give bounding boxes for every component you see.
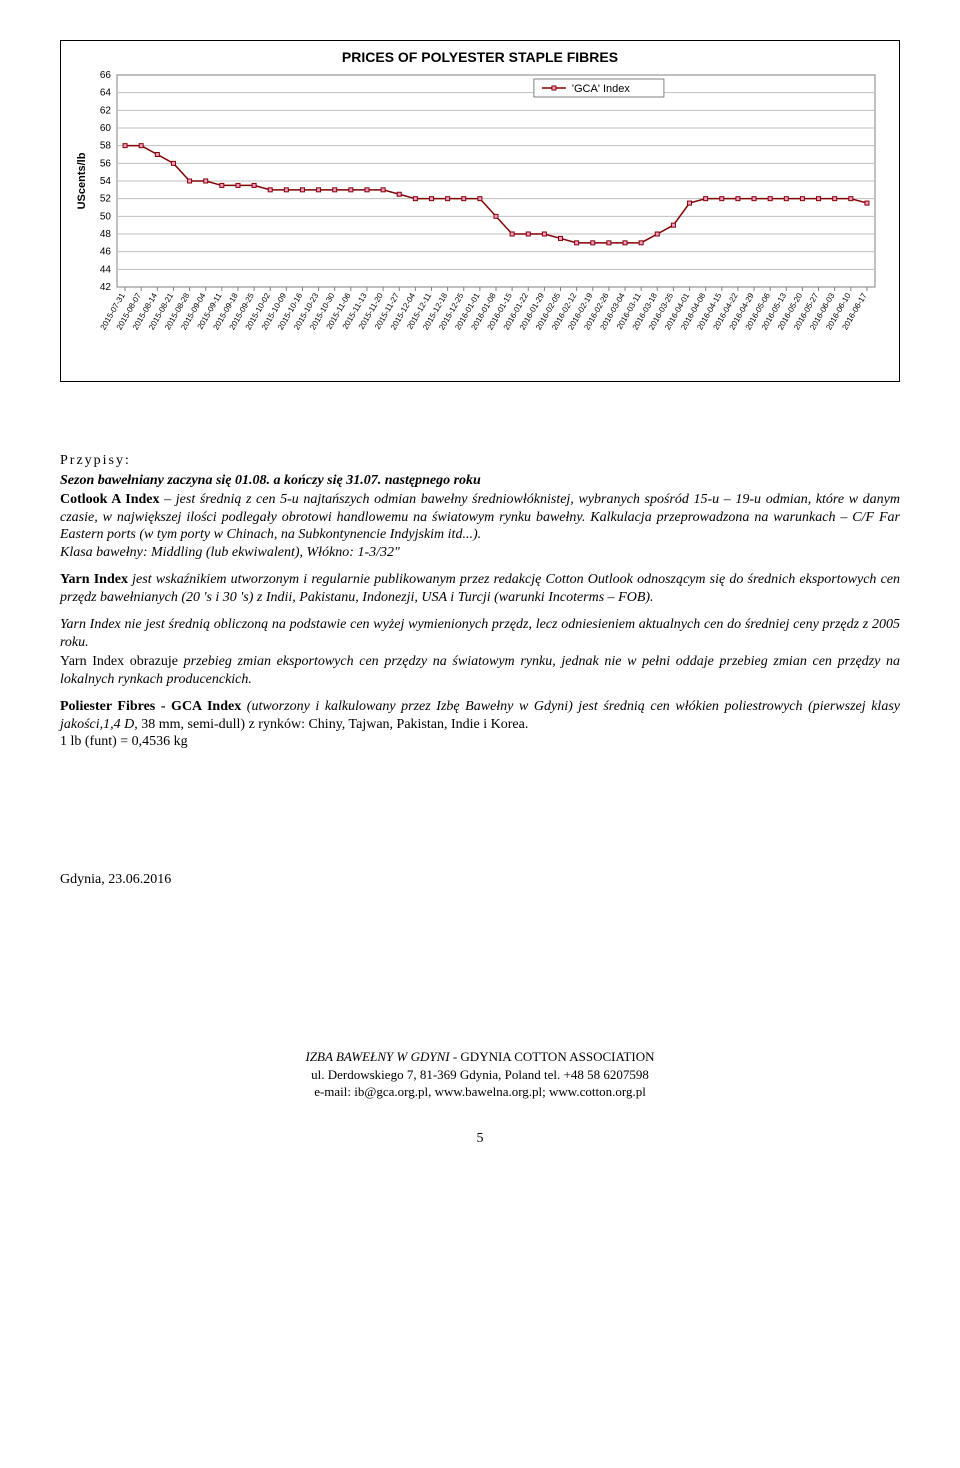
poli-lead: Poliester Fibres - GCA Index — [60, 699, 247, 714]
svg-text:UScents/lb: UScents/lb — [76, 152, 88, 209]
svg-text:54: 54 — [100, 176, 112, 187]
yarn-p3: Yarn Index obrazuje przebieg zmian ekspo… — [60, 653, 900, 688]
footer-l1a: IZBA BAWEŁNY W GDYNI - — [306, 1049, 461, 1064]
footer-line2: ul. Derdowskiego 7, 81-369 Gdynia, Polan… — [311, 1067, 649, 1082]
svg-text:42: 42 — [100, 282, 112, 293]
yarn-lead3: Yarn Index obrazuje — [60, 654, 184, 669]
chart-title: PRICES OF POLYESTER STAPLE FIBRES — [69, 49, 891, 65]
cotlook-text: Cotlook A Index – jest średnią z cen 5-u… — [60, 492, 900, 542]
svg-text:50: 50 — [100, 211, 112, 222]
klasa-line: Klasa bawełny: Middling (lub ekwiwalent)… — [60, 545, 400, 560]
sezon-line: Sezon bawełniany zaczyna się 01.08. a ko… — [60, 472, 900, 490]
footer-line3: e-mail: ib@gca.org.pl, www.bawelna.org.p… — [314, 1084, 646, 1099]
chart-svg: 42 44 46 48 50 52 54 56 58 60 62 64 66 UScents/lb 'GCA… — [69, 69, 879, 379]
yarn-rest-1: jest wskaźnikiem utworzonym i regularnie… — [60, 572, 900, 605]
chart-plot-area: 42 44 46 48 50 52 54 56 58 60 62 64 66 UScents/lb 'GCA… — [69, 69, 891, 379]
svg-text:46: 46 — [100, 247, 112, 258]
footer: IZBA BAWEŁNY W GDYNI - GDYNIA COTTON ASS… — [60, 1048, 900, 1101]
svg-text:66: 66 — [100, 70, 112, 81]
svg-text:64: 64 — [100, 88, 112, 99]
yarn-p1: Yarn Index jest wskaźnikiem utworzonym i… — [60, 571, 900, 606]
footer-l1b: GDYNIA COTTON ASSOCIATION — [460, 1049, 654, 1064]
svg-text:44: 44 — [100, 264, 112, 275]
notes-section: Przypisy: Sezon bawełniany zaczyna się 0… — [60, 452, 900, 751]
yarn-lead: Yarn Index — [60, 572, 128, 587]
chart-container: PRICES OF POLYESTER STAPLE FIBRES 42 44 46… — [60, 40, 900, 382]
svg-text:56: 56 — [100, 158, 112, 169]
yarn-rest3: przebieg zmian eksportowych cen przędzy … — [60, 654, 900, 687]
poliester-paragraph: Poliester Fibres - GCA Index (utworzony … — [60, 698, 900, 751]
lb-line: 1 lb (funt) = 0,4536 kg — [60, 734, 188, 749]
svg-text:60: 60 — [100, 123, 112, 134]
svg-text:52: 52 — [100, 194, 112, 205]
svg-text:62: 62 — [100, 105, 112, 116]
gdynia-date: Gdynia, 23.06.2016 — [60, 871, 900, 889]
yarn-p2: Yarn Index nie jest średnią obliczoną na… — [60, 616, 900, 651]
przypisy-heading: Przypisy: — [60, 452, 900, 470]
footer-line1: IZBA BAWEŁNY W GDYNI - GDYNIA COTTON ASS… — [306, 1049, 655, 1064]
page-number: 5 — [60, 1131, 900, 1147]
poli-plain: , 38 mm, semi-dull) z rynków: Chiny, Taj… — [134, 717, 528, 732]
cotlook-paragraph: Cotlook A Index – jest średnią z cen 5-u… — [60, 491, 900, 561]
svg-text:58: 58 — [100, 141, 112, 152]
svg-text:48: 48 — [100, 229, 112, 240]
svg-text:'GCA' Index: 'GCA' Index — [572, 83, 631, 95]
